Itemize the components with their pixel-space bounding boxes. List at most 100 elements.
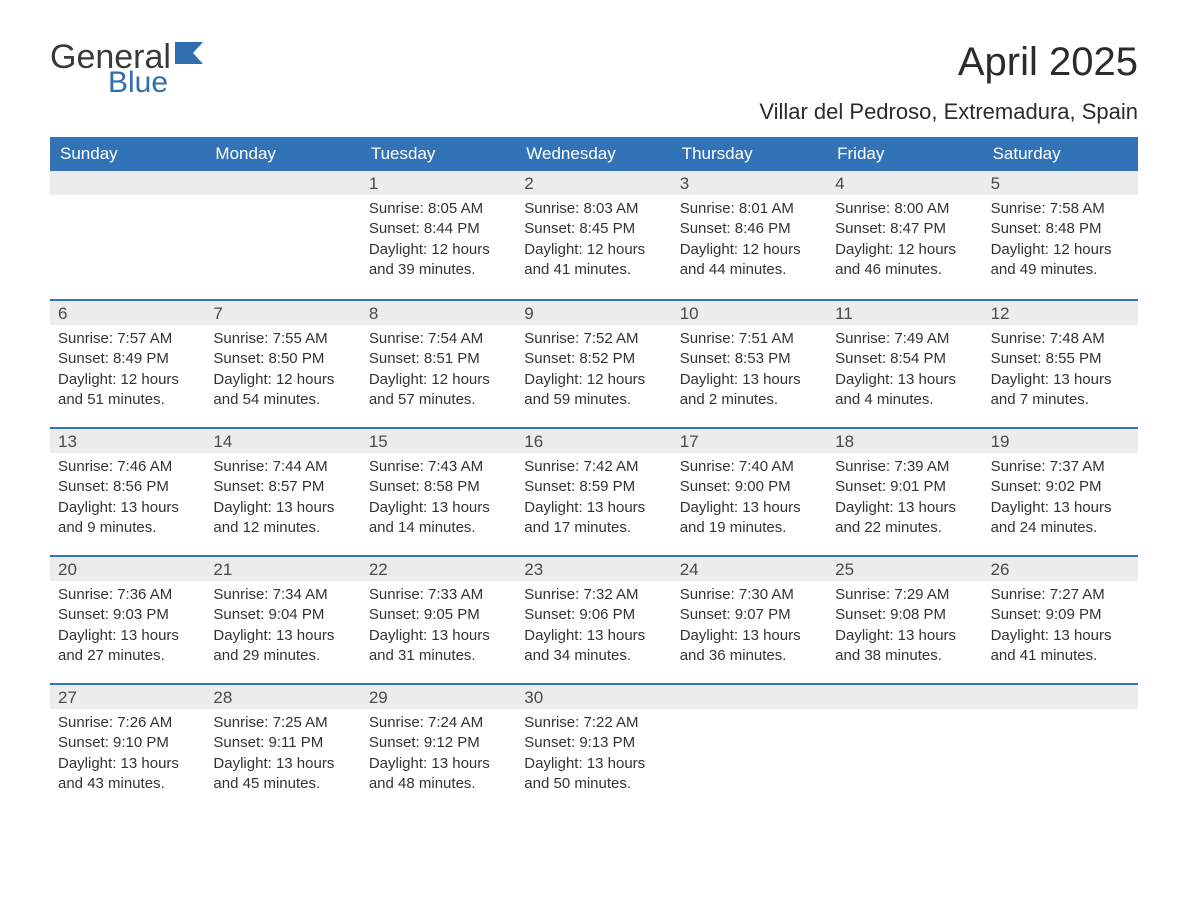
daylight-text: and 48 minutes.	[369, 774, 508, 794]
daylight-text: and 36 minutes.	[680, 646, 819, 666]
daylight-text: Daylight: 13 hours	[524, 498, 663, 518]
sunrise-text: Sunrise: 7:30 AM	[680, 585, 819, 605]
daylight-text: and 45 minutes.	[213, 774, 352, 794]
day-details: Sunrise: 7:52 AMSunset: 8:52 PMDaylight:…	[516, 325, 671, 424]
sunset-text: Sunset: 9:01 PM	[835, 477, 974, 497]
weekday-header: Sunday Monday Tuesday Wednesday Thursday…	[50, 137, 1138, 171]
header: General Blue April 2025 Villar del Pedro…	[50, 40, 1138, 125]
calendar-cell	[983, 685, 1138, 811]
daylight-text: and 59 minutes.	[524, 390, 663, 410]
weekday-label: Wednesday	[516, 137, 671, 171]
day-details: Sunrise: 7:40 AMSunset: 9:00 PMDaylight:…	[672, 453, 827, 552]
calendar-week: 20Sunrise: 7:36 AMSunset: 9:03 PMDayligh…	[50, 555, 1138, 683]
day-number: 22	[361, 557, 516, 581]
daylight-text: and 2 minutes.	[680, 390, 819, 410]
daylight-text: Daylight: 13 hours	[58, 626, 197, 646]
day-details: Sunrise: 8:00 AMSunset: 8:47 PMDaylight:…	[827, 195, 982, 294]
daylight-text: and 44 minutes.	[680, 260, 819, 280]
day-number: 8	[361, 301, 516, 325]
day-details: Sunrise: 7:30 AMSunset: 9:07 PMDaylight:…	[672, 581, 827, 680]
daylight-text: and 29 minutes.	[213, 646, 352, 666]
calendar-cell: 2Sunrise: 8:03 AMSunset: 8:45 PMDaylight…	[516, 171, 671, 299]
daylight-text: and 9 minutes.	[58, 518, 197, 538]
weeks-container: 1Sunrise: 8:05 AMSunset: 8:44 PMDaylight…	[50, 171, 1138, 811]
daylight-text: Daylight: 13 hours	[369, 498, 508, 518]
sunrise-text: Sunrise: 7:34 AM	[213, 585, 352, 605]
calendar-cell: 26Sunrise: 7:27 AMSunset: 9:09 PMDayligh…	[983, 557, 1138, 683]
daylight-text: and 14 minutes.	[369, 518, 508, 538]
sunrise-text: Sunrise: 7:36 AM	[58, 585, 197, 605]
daylight-text: Daylight: 13 hours	[835, 370, 974, 390]
day-details: Sunrise: 7:42 AMSunset: 8:59 PMDaylight:…	[516, 453, 671, 552]
day-details: Sunrise: 7:48 AMSunset: 8:55 PMDaylight:…	[983, 325, 1138, 424]
logo-flag-icon	[175, 42, 203, 68]
daylight-text: and 17 minutes.	[524, 518, 663, 538]
day-details: Sunrise: 7:22 AMSunset: 9:13 PMDaylight:…	[516, 709, 671, 808]
sunrise-text: Sunrise: 7:55 AM	[213, 329, 352, 349]
daylight-text: Daylight: 13 hours	[213, 626, 352, 646]
sunset-text: Sunset: 9:10 PM	[58, 733, 197, 753]
sunset-text: Sunset: 9:02 PM	[991, 477, 1130, 497]
sunrise-text: Sunrise: 7:25 AM	[213, 713, 352, 733]
sunset-text: Sunset: 9:06 PM	[524, 605, 663, 625]
calendar-cell: 22Sunrise: 7:33 AMSunset: 9:05 PMDayligh…	[361, 557, 516, 683]
daylight-text: and 19 minutes.	[680, 518, 819, 538]
day-number: 15	[361, 429, 516, 453]
day-number: 14	[205, 429, 360, 453]
daylight-text: Daylight: 12 hours	[835, 240, 974, 260]
day-details: Sunrise: 7:34 AMSunset: 9:04 PMDaylight:…	[205, 581, 360, 680]
daylight-text: Daylight: 13 hours	[835, 626, 974, 646]
sunset-text: Sunset: 8:54 PM	[835, 349, 974, 369]
day-details: Sunrise: 7:57 AMSunset: 8:49 PMDaylight:…	[50, 325, 205, 424]
sunset-text: Sunset: 8:46 PM	[680, 219, 819, 239]
sunrise-text: Sunrise: 7:37 AM	[991, 457, 1130, 477]
daylight-text: Daylight: 12 hours	[524, 240, 663, 260]
day-number	[50, 171, 205, 195]
sunrise-text: Sunrise: 7:54 AM	[369, 329, 508, 349]
sunset-text: Sunset: 8:53 PM	[680, 349, 819, 369]
daylight-text: Daylight: 13 hours	[524, 754, 663, 774]
day-number: 7	[205, 301, 360, 325]
daylight-text: and 41 minutes.	[524, 260, 663, 280]
daylight-text: Daylight: 13 hours	[991, 370, 1130, 390]
daylight-text: and 50 minutes.	[524, 774, 663, 794]
day-number: 9	[516, 301, 671, 325]
daylight-text: Daylight: 12 hours	[213, 370, 352, 390]
day-details: Sunrise: 7:58 AMSunset: 8:48 PMDaylight:…	[983, 195, 1138, 294]
day-number: 23	[516, 557, 671, 581]
day-details: Sunrise: 7:32 AMSunset: 9:06 PMDaylight:…	[516, 581, 671, 680]
sunset-text: Sunset: 8:59 PM	[524, 477, 663, 497]
calendar-cell: 28Sunrise: 7:25 AMSunset: 9:11 PMDayligh…	[205, 685, 360, 811]
weekday-label: Monday	[205, 137, 360, 171]
daylight-text: Daylight: 13 hours	[213, 498, 352, 518]
sunset-text: Sunset: 9:08 PM	[835, 605, 974, 625]
daylight-text: and 34 minutes.	[524, 646, 663, 666]
calendar-cell: 6Sunrise: 7:57 AMSunset: 8:49 PMDaylight…	[50, 301, 205, 427]
daylight-text: and 24 minutes.	[991, 518, 1130, 538]
daylight-text: Daylight: 13 hours	[991, 626, 1130, 646]
calendar-week: 6Sunrise: 7:57 AMSunset: 8:49 PMDaylight…	[50, 299, 1138, 427]
daylight-text: Daylight: 12 hours	[58, 370, 197, 390]
page-title: April 2025	[759, 40, 1138, 85]
sunset-text: Sunset: 8:44 PM	[369, 219, 508, 239]
day-details: Sunrise: 7:43 AMSunset: 8:58 PMDaylight:…	[361, 453, 516, 552]
calendar-week: 13Sunrise: 7:46 AMSunset: 8:56 PMDayligh…	[50, 427, 1138, 555]
day-details: Sunrise: 7:49 AMSunset: 8:54 PMDaylight:…	[827, 325, 982, 424]
daylight-text: and 57 minutes.	[369, 390, 508, 410]
sunset-text: Sunset: 9:12 PM	[369, 733, 508, 753]
weekday-label: Tuesday	[361, 137, 516, 171]
day-number: 24	[672, 557, 827, 581]
sunset-text: Sunset: 8:51 PM	[369, 349, 508, 369]
sunrise-text: Sunrise: 7:33 AM	[369, 585, 508, 605]
day-number: 29	[361, 685, 516, 709]
day-number: 16	[516, 429, 671, 453]
sunset-text: Sunset: 8:45 PM	[524, 219, 663, 239]
daylight-text: Daylight: 12 hours	[991, 240, 1130, 260]
day-number: 12	[983, 301, 1138, 325]
day-details: Sunrise: 7:39 AMSunset: 9:01 PMDaylight:…	[827, 453, 982, 552]
logo-blue-text: Blue	[108, 68, 203, 98]
calendar-cell	[50, 171, 205, 299]
daylight-text: Daylight: 12 hours	[680, 240, 819, 260]
sunset-text: Sunset: 9:00 PM	[680, 477, 819, 497]
sunrise-text: Sunrise: 7:44 AM	[213, 457, 352, 477]
